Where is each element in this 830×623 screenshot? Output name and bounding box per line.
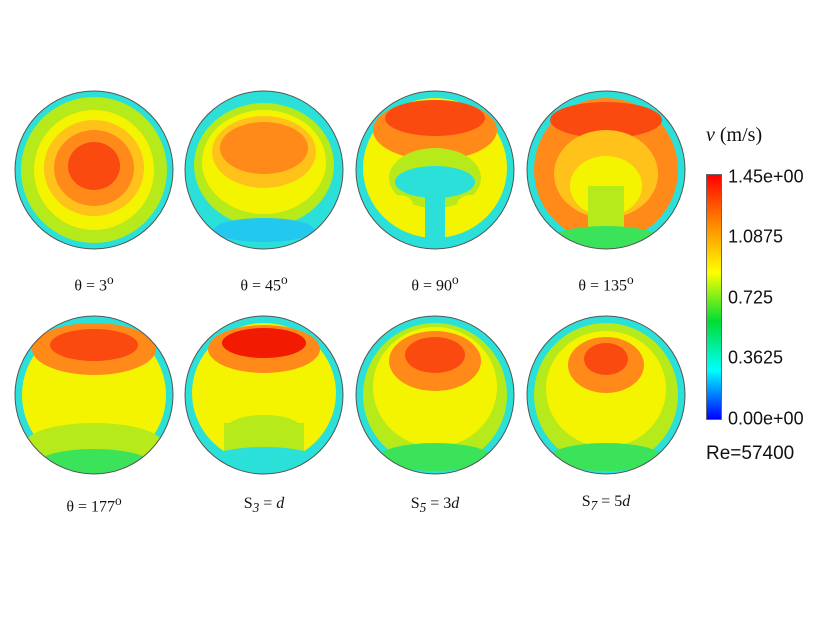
panel-label: S3 = d [243, 495, 285, 516]
contour-panel-theta-177 [14, 315, 174, 475]
rhs-var: d [276, 495, 285, 512]
contour-panel-s3 [184, 315, 344, 475]
colorbar-tick: 0.725 [728, 287, 774, 308]
contour-panel-s7 [526, 315, 686, 475]
degree-sup: o [115, 493, 122, 508]
panel-label: S5 = 3d [410, 495, 460, 516]
degree-sup: o [107, 272, 114, 287]
contour-plot [355, 315, 515, 475]
degree-sup: o [452, 272, 459, 287]
panel-label: θ = 90o [345, 272, 525, 295]
contour-plot [355, 90, 515, 250]
label-text: θ = 45 [240, 277, 281, 295]
colorbar-tick: 1.45e+00 [728, 166, 804, 187]
contour-plot [526, 90, 686, 250]
panel-label: S7 = 5d [581, 493, 631, 514]
contour-panel-theta-135 [526, 90, 686, 250]
rhs-var: d [622, 493, 631, 510]
colorbar-tick: 0.3625 [728, 347, 784, 368]
colorbar-tick: 0.00e+00 [728, 408, 804, 429]
panel-label: θ = 3o [4, 272, 184, 295]
label-text: θ = 177 [66, 498, 115, 516]
rhs-prefix: 3 [443, 495, 452, 512]
colorbar [706, 174, 722, 420]
s-letter: S [581, 493, 591, 510]
legend-variable: v [706, 124, 715, 146]
panel-label: θ = 45o [174, 272, 354, 295]
contour-panel-s5 [355, 315, 515, 475]
rhs-prefix: 5 [614, 493, 623, 510]
legend-title: v (m/s) [706, 124, 762, 147]
label-text: θ = 3 [74, 277, 107, 295]
colorbar-tick: 1.0875 [728, 226, 784, 247]
contour-plot [526, 315, 686, 475]
s-letter: S [243, 495, 253, 512]
s-letter: S [410, 495, 420, 512]
contour-plot [184, 315, 344, 475]
s-subscript: 3 [252, 500, 260, 516]
contour-panel-theta-45 [184, 90, 344, 250]
contour-panel-theta-90 [355, 90, 515, 250]
contour-plot [14, 90, 174, 250]
reynolds-number: Re=57400 [706, 443, 795, 464]
degree-sup: o [627, 272, 634, 287]
contour-plot [184, 90, 344, 250]
s-subscript: 5 [419, 500, 427, 516]
panel-label: θ = 135o [516, 272, 696, 295]
contour-panel-theta-3 [14, 90, 174, 250]
label-text: θ = 90 [411, 277, 452, 295]
degree-sup: o [281, 272, 288, 287]
s-subscript: 7 [590, 498, 598, 514]
contour-plot [14, 315, 174, 475]
panel-label: θ = 177o [4, 493, 184, 516]
legend-unit: (m/s) [719, 124, 763, 146]
rhs-var: d [451, 495, 460, 512]
label-text: θ = 135 [578, 277, 627, 295]
